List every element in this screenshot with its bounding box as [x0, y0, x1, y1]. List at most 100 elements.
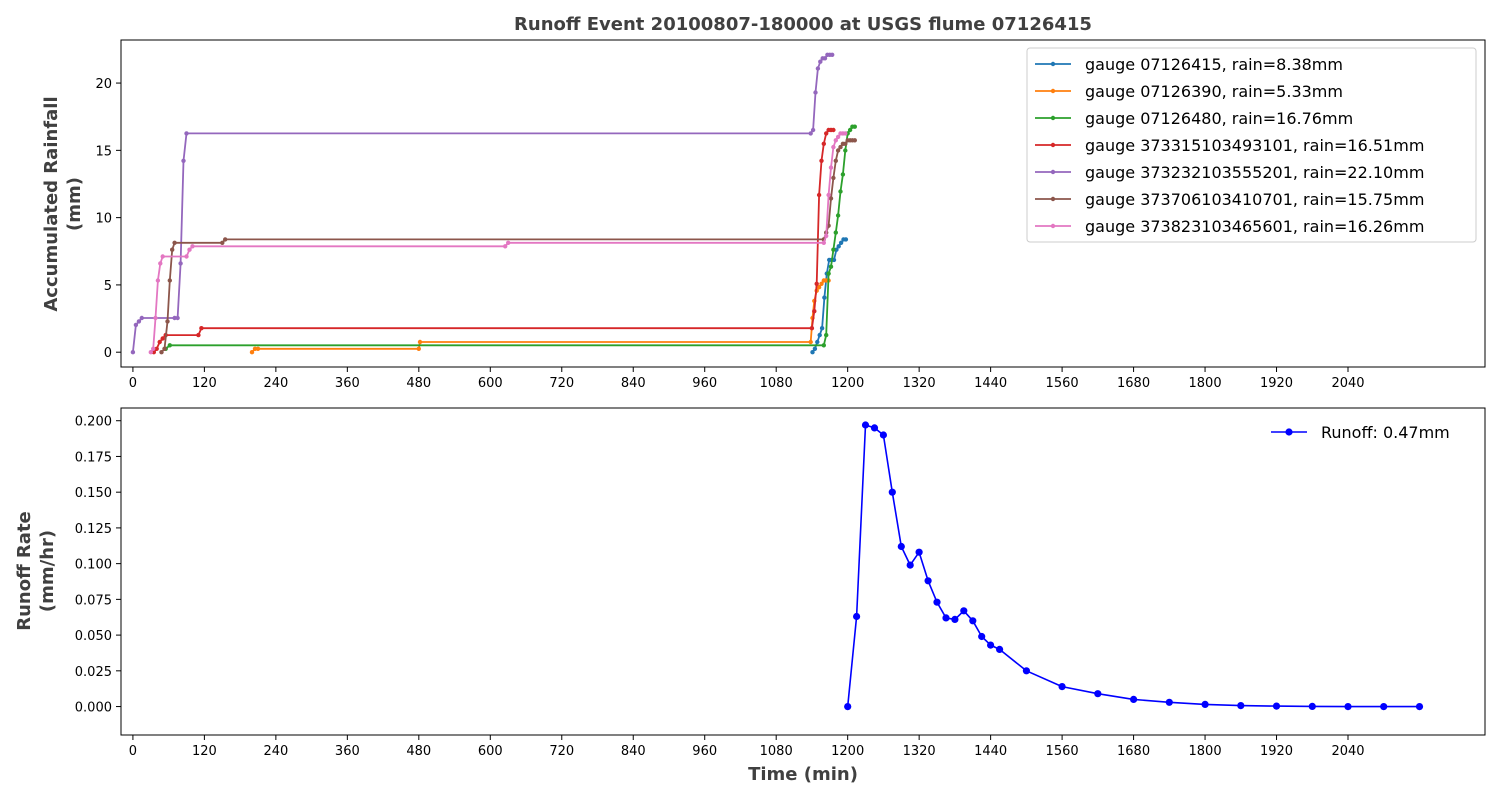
rainfall-data-point: [828, 264, 834, 269]
rainfall-data-point: [808, 131, 813, 136]
rainfall-data-point: [249, 350, 255, 355]
runoff-data-point: [1308, 702, 1316, 711]
rainfall-data-point: [826, 271, 831, 276]
rainfall-x-tick-label: 480: [406, 376, 431, 391]
rainfall-data-point: [810, 350, 815, 355]
rainfall-data-point: [165, 319, 170, 324]
runoff-x-tick-label: 1800: [1189, 744, 1222, 759]
runoff-data-point: [861, 421, 870, 429]
rainfall-legend-swatch-marker: [1050, 61, 1056, 67]
runoff-data-point: [906, 561, 914, 569]
rainfall-data-point: [181, 158, 186, 163]
rainfall-data-point: [175, 315, 180, 321]
rainfall-data-point: [836, 244, 841, 249]
rainfall-x-tick-label: 840: [621, 376, 646, 391]
runoff-data-point: [1058, 683, 1066, 691]
rainfall-data-point: [503, 244, 508, 249]
rainfall-data-point: [255, 346, 261, 351]
rainfall-data-point: [815, 66, 821, 71]
rainfall-data-point: [812, 309, 817, 314]
rainfall-series-group: [130, 52, 857, 355]
runoff-data-point: [1237, 702, 1245, 710]
rainfall-data-point: [816, 285, 822, 290]
rainfall-legend-swatch-marker: [1050, 169, 1056, 175]
runoff-data-point: [853, 612, 861, 621]
runoff-series-0: [844, 421, 1424, 711]
rainfall-data-point: [828, 165, 834, 170]
rainfall-data-point: [843, 148, 848, 153]
rainfall-x-tick-label: 120: [192, 376, 217, 391]
rainfall-legend-swatch-marker: [1050, 115, 1056, 121]
rainfall-data-point: [833, 138, 838, 143]
rainfall-data-point: [815, 339, 820, 345]
rainfall-data-point: [151, 346, 156, 351]
rainfall-x-tick-label: 240: [263, 376, 288, 391]
rainfall-data-point: [821, 240, 826, 245]
rainfall-data-point: [843, 141, 848, 146]
runoff-y-tick-label: 0.175: [75, 450, 112, 465]
rainfall-legend-entry-1: gauge 07126390, rain=5.33mm: [1035, 82, 1343, 101]
rainfall-data-point: [417, 339, 423, 345]
rainfall-data-point: [822, 56, 828, 61]
rainfall-x-tick-label: 720: [549, 376, 574, 391]
runoff-data-point: [933, 598, 941, 606]
rainfall-data-point: [838, 144, 843, 150]
rainfall-data-point: [831, 144, 836, 150]
runoff-data-point: [1415, 703, 1424, 711]
rainfall-x-axis: 0 120 240 360 480 600 720 840 960 1080 1200 1320 144…: [129, 367, 1365, 391]
runoff-legend-label: Runoff: 0.47mm: [1321, 423, 1450, 442]
rainfall-data-point: [852, 124, 857, 129]
runoff-plot-frame: [120, 407, 1486, 736]
runoff-legend-swatch-marker: [1285, 428, 1293, 436]
runoff-x-tick-label: 840: [621, 744, 646, 759]
runoff-series-line: [846, 424, 1420, 708]
rainfall-data-point: [506, 240, 511, 245]
runoff-data-point: [888, 488, 896, 496]
runoff-data-point: [879, 431, 888, 439]
runoff-panel: 0 120 240 360 480 600 720 840 960 1080 1200 1320 144…: [14, 407, 1486, 785]
rainfall-legend-label: gauge 07126415, rain=8.38mm: [1085, 55, 1343, 74]
rainfall-data-point: [220, 240, 225, 245]
runoff-data-point: [1201, 700, 1209, 709]
rainfall-x-tick-label: 0: [129, 376, 137, 391]
runoff-y-tick-label: 0.000: [75, 701, 112, 716]
rainfall-data-point: [821, 343, 826, 348]
runoff-x-tick-label: 1680: [1117, 744, 1150, 759]
rainfall-legend-label: gauge 07126390, rain=5.33mm: [1085, 82, 1343, 101]
runoff-x-tick-label: 120: [192, 744, 217, 759]
rainfall-data-point: [843, 131, 848, 136]
runoff-y-tick-label: 0.075: [75, 593, 112, 608]
rainfall-data-point: [819, 281, 824, 286]
rainfall-y-tick-label: 15: [95, 144, 112, 159]
rainfall-data-point: [178, 261, 183, 266]
runoff-data-point: [969, 617, 977, 625]
rainfall-data-point: [831, 127, 836, 133]
rainfall-data-point: [824, 233, 829, 239]
rainfall-legend-entry-4: gauge 373232103555201, rain=22.10mm: [1035, 163, 1424, 182]
rainfall-data-point: [819, 326, 825, 331]
rainfall-y-axis-title-line1: Accumulated Rainfall: [41, 96, 62, 311]
rainfall-legend-swatch-marker: [1050, 88, 1056, 94]
rainfall-x-tick-label: 960: [692, 376, 717, 391]
rainfall-x-tick-label: 2040: [1331, 376, 1364, 391]
runoff-data-point: [1130, 695, 1138, 704]
runoff-y-axis: 0.000 0.025 0.050 0.075 0.100 0.125 0.150 0.175…: [75, 415, 121, 716]
runoff-x-tick-label: 1920: [1260, 744, 1293, 759]
runoff-x-tick-label: 1560: [1046, 744, 1079, 759]
rainfall-data-point: [809, 326, 815, 331]
rainfall-legend-box: [1026, 47, 1477, 243]
runoff-x-tick-label: 600: [478, 744, 503, 759]
rainfall-data-point: [167, 278, 172, 283]
rainfall-data-point: [157, 339, 162, 345]
runoff-series-group: [844, 421, 1424, 711]
rainfall-legend-swatch-marker: [1050, 223, 1056, 229]
chart-title: Runoff Event 20100807-180000 at USGS flu…: [514, 14, 1092, 35]
rainfall-data-point: [831, 247, 836, 252]
rainfall-data-point: [196, 332, 201, 338]
rainfall-data-point: [187, 247, 192, 252]
rainfall-data-point: [814, 281, 819, 286]
runoff-x-tick-label: 1440: [974, 744, 1007, 759]
rainfall-x-tick-label: 1560: [1046, 376, 1079, 391]
rainfall-legend-entry-6: gauge 373823103465601, rain=16.26mm: [1035, 217, 1424, 236]
